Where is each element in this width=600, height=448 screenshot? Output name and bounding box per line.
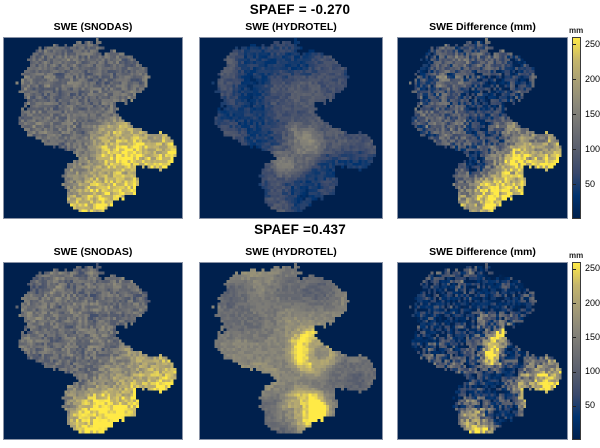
colorbar-unit-row2: mm [569,251,584,260]
colorbar-tick-mark [573,337,576,339]
colorbar-tick-label: 200 [585,73,600,84]
colorbar-tick-mark [573,268,576,270]
colorbar-tick-mark [573,79,576,80]
panel-title-row1-snodas: SWE (SNODAS) [53,21,133,33]
map-hydrotel-row2 [199,262,383,440]
row2-title: SPAEF =0.437 [254,222,346,237]
colorbar-tick-label: 50 [585,400,596,411]
map-difference-row2 [397,262,568,440]
colorbar-tick-mark [573,44,576,45]
panel-title-row2-snodas: SWE (SNODAS) [53,246,133,258]
colorbar-tick-label: 100 [585,143,600,154]
colorbar-gradient-row1 [572,37,581,219]
colorbar-tick-label: 250 [585,38,600,49]
panel-title-row1-difference: SWE Difference (mm) [429,21,536,33]
colorbar-row1: mm 250 200 150 100 50 [569,26,600,219]
colorbar-tick-mark [573,149,576,150]
map-difference-row1 [397,37,568,219]
colorbar-tick-mark [573,405,576,407]
colorbar-tick-label: 100 [585,366,600,377]
row1-title: SPAEF = -0.270 [249,2,351,17]
colorbar-tick-mark [573,114,576,115]
map-snodas-row2 [3,262,183,440]
panel-title-row2-difference: SWE Difference (mm) [429,246,536,258]
colorbar-tick-label: 150 [585,331,600,342]
colorbar-tick-mark [573,184,576,185]
panel-title-row2-hydrotel: SWE (HYDROTEL) [245,246,337,258]
map-snodas-row1 [3,37,183,219]
colorbar-tick-mark [573,303,576,305]
colorbar-tick-label: 50 [585,178,596,189]
colorbar-tick-label: 250 [585,263,600,274]
panel-title-row1-hydrotel: SWE (HYDROTEL) [245,21,337,33]
colorbar-gradient-row2 [572,262,581,440]
colorbar-unit-row1: mm [569,26,584,35]
colorbar-tick-mark [573,371,576,373]
map-hydrotel-row1 [199,37,383,219]
colorbar-tick-label: 150 [585,108,600,119]
colorbar-tick-label: 200 [585,297,600,308]
colorbar-row2: mm 250 200 150 100 50 [569,251,600,440]
